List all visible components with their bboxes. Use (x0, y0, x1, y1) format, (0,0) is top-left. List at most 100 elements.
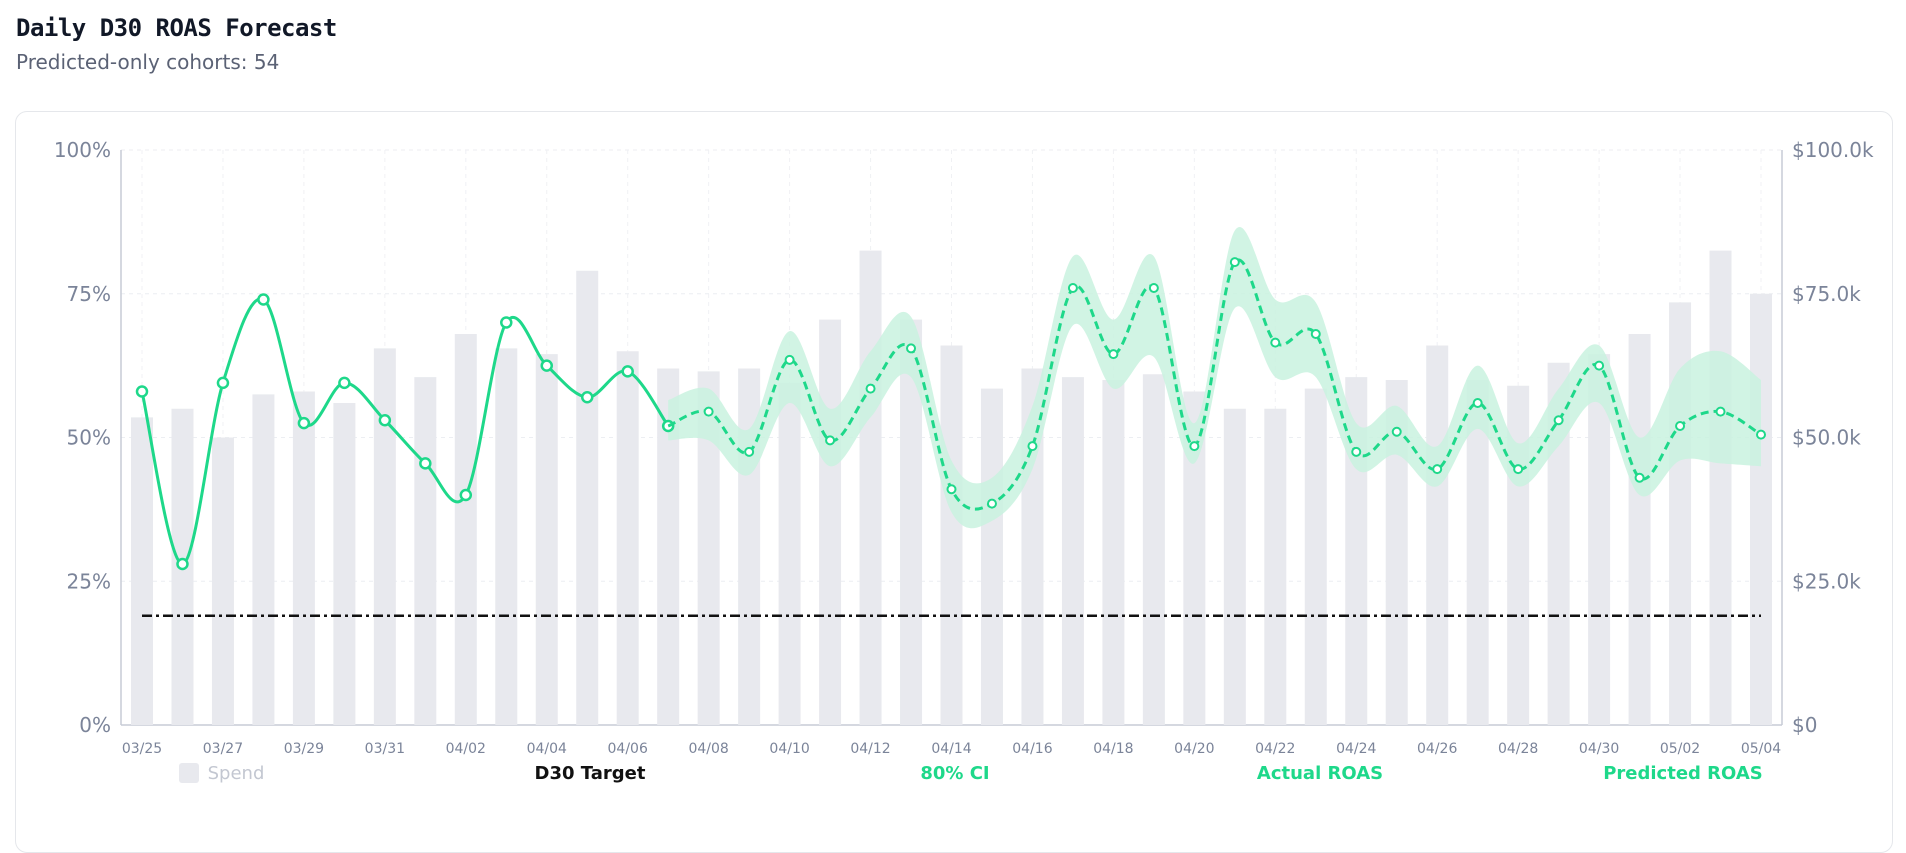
spend-bar (414, 377, 437, 725)
predicted-roas-point (1513, 464, 1524, 475)
spend-bar (1709, 250, 1732, 725)
spend-bar (1142, 374, 1165, 725)
spend-bar (131, 417, 153, 725)
y-left-tick-label: 0% (79, 713, 111, 737)
x-tick-label: 03/27 (203, 741, 243, 757)
y-right-tick-label: $0 (1792, 713, 1817, 737)
spend-bar (1466, 380, 1489, 725)
y-left-tick-label: 25% (67, 569, 111, 593)
x-tick-label: 04/08 (688, 741, 728, 757)
predicted-roas-point (1391, 426, 1402, 437)
spend-bar (576, 270, 599, 725)
predicted-roas-point (1351, 446, 1362, 457)
actual-roas-point (216, 376, 230, 390)
spend-bar (900, 319, 923, 725)
spend-bar (940, 345, 963, 725)
legend-item-d30-target: D30 Target (535, 763, 646, 784)
actual-roas-point (297, 416, 311, 430)
y-right-tick-label: $75.0k (1792, 282, 1861, 306)
actual-roas-point (580, 391, 594, 404)
spend-bar (252, 394, 275, 725)
x-tick-label: 03/25 (122, 741, 162, 757)
actual-roas-point (257, 293, 270, 306)
spend-bar (697, 371, 720, 725)
spend-bar (1426, 345, 1449, 725)
x-tick-label: 04/12 (850, 741, 890, 757)
actual-roas-point (540, 359, 553, 372)
page-title: Daily D30 ROAS Forecast (16, 14, 337, 42)
spend-bar (1628, 334, 1651, 725)
predicted-roas-point (986, 498, 997, 509)
actual-roas-point (419, 457, 432, 470)
legend-item-spend: Spend (208, 763, 265, 784)
x-tick-label: 04/04 (527, 741, 567, 757)
x-tick-label: 04/22 (1255, 741, 1295, 757)
x-tick-label: 04/14 (931, 741, 971, 757)
spend-bar (454, 334, 477, 725)
legend-item-80-ci: 80% CI (920, 763, 989, 784)
spend-bar (1183, 391, 1206, 725)
x-tick-label: 04/30 (1579, 741, 1619, 757)
x-tick-label: 04/26 (1417, 741, 1457, 757)
spend-bar (1385, 380, 1408, 725)
predicted-roas-point (1310, 329, 1321, 339)
legend-item-predicted-roas: Predicted ROAS (1603, 763, 1763, 784)
y-right-tick-label: $50.0k (1792, 426, 1861, 450)
predicted-roas-point (1229, 257, 1240, 268)
spend-bar (1304, 388, 1327, 725)
predicted-roas-point (1634, 472, 1645, 483)
predicted-roas-point (1432, 464, 1443, 475)
y-left-tick-label: 100% (54, 138, 111, 162)
y-right-tick-label: $25.0k (1792, 569, 1861, 593)
predicted-roas-point (1148, 283, 1159, 293)
predicted-roas-point (1067, 283, 1078, 293)
x-tick-label: 05/02 (1660, 741, 1700, 757)
spend-bar (778, 382, 801, 725)
actual-roas-point (621, 365, 634, 378)
spend-bar (1588, 354, 1611, 725)
roas-chart: 0% 25% 50% 75% 100% $0 $25.0k $50.0k $75.0k $100.… (54, 138, 1874, 784)
legend-item-actual-roas: Actual ROAS (1257, 763, 1383, 784)
spend-bar (211, 437, 234, 725)
x-tick-label: 04/02 (446, 741, 486, 757)
actual-roas-point (500, 316, 513, 329)
x-tick-label: 04/16 (1012, 741, 1052, 757)
predicted-roas-point (1553, 415, 1564, 426)
predicted-roas-point (1027, 441, 1038, 452)
x-tick-label: 04/20 (1174, 741, 1214, 757)
spend-bar (819, 319, 842, 725)
actual-roas-point (459, 488, 473, 502)
spend-bar (1223, 408, 1246, 725)
page-subtitle: Predicted-only cohorts: 54 (16, 50, 280, 74)
predicted-roas-point (1108, 349, 1119, 360)
predicted-roas-point (784, 354, 795, 365)
spend-bar (1102, 380, 1125, 725)
predicted-roas-point (1715, 406, 1726, 417)
spend-bar (1264, 408, 1287, 725)
predicted-roas-point (744, 446, 755, 457)
actual-roas-point (176, 557, 189, 571)
x-tick-label: 04/18 (1093, 741, 1133, 757)
spend-bar (859, 250, 882, 725)
x-tick-label: 04/06 (608, 741, 648, 757)
predicted-roas-point (1756, 429, 1766, 440)
spend-bar (535, 354, 558, 725)
x-tick-label: 04/28 (1498, 741, 1538, 757)
x-tick-label: 04/10 (769, 741, 809, 757)
y-right-tick-label: $100.0k (1792, 138, 1874, 162)
spend-bar (1547, 362, 1570, 725)
predicted-roas-point (1270, 337, 1281, 348)
predicted-roas-point (865, 383, 876, 394)
spend-bar (980, 388, 1003, 725)
predicted-roas-point (906, 343, 917, 354)
predicted-roas-point (825, 435, 836, 446)
spend-bar (616, 351, 639, 725)
y-left-tick-label: 75% (67, 282, 111, 306)
chart-header: Daily D30 ROAS Forecast Predicted-only c… (16, 14, 337, 74)
predicted-roas-point (1675, 421, 1686, 431)
spend-bar (333, 403, 356, 725)
spend-bar (1061, 377, 1084, 725)
spend-bar (657, 368, 680, 725)
spend-bar (373, 348, 396, 725)
spend-bar (292, 391, 315, 725)
